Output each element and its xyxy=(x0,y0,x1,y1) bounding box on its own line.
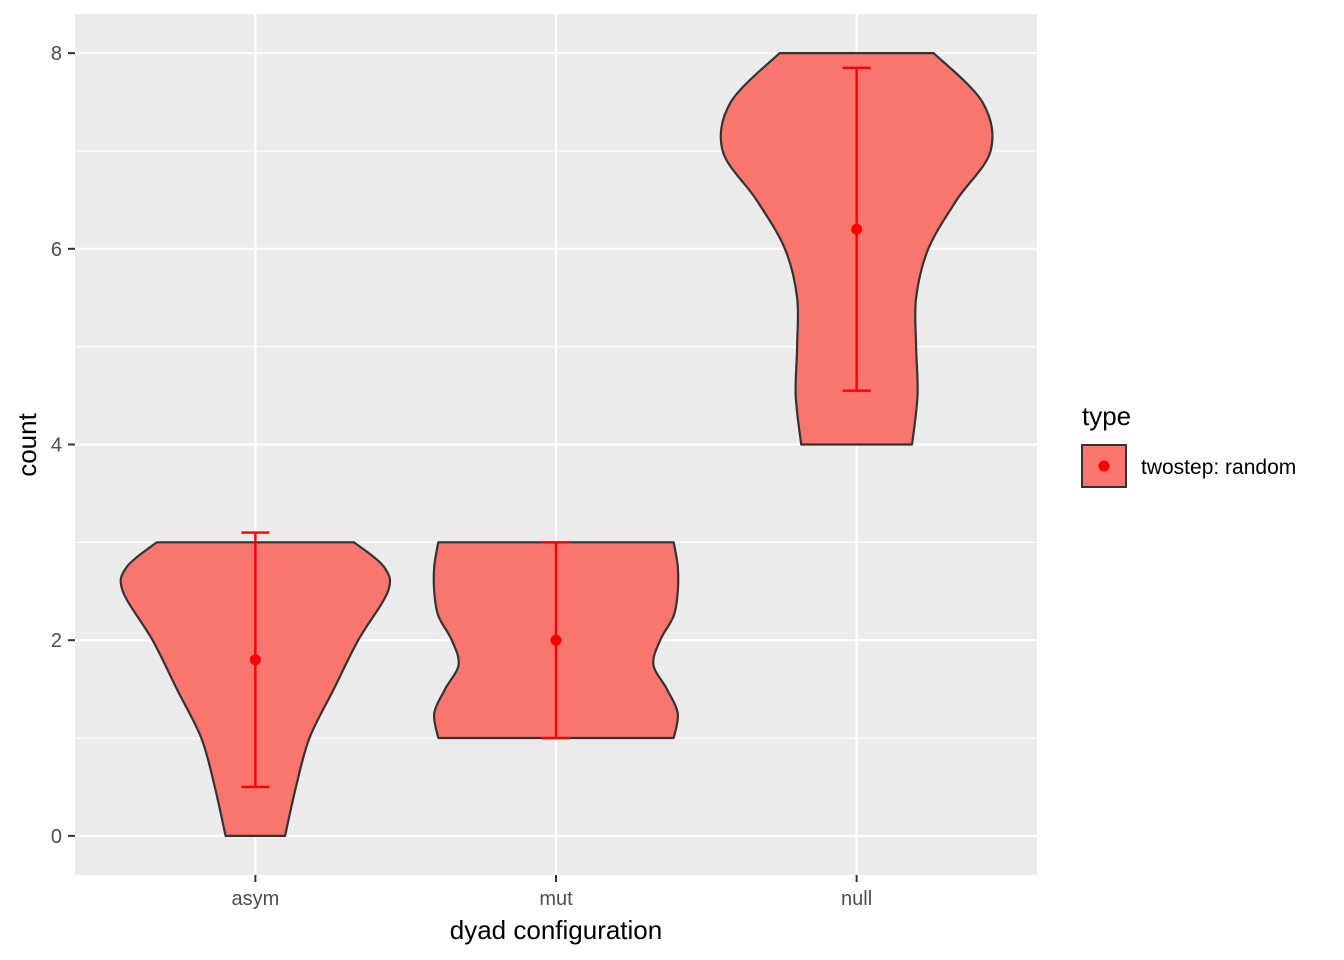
legend-key-point xyxy=(1098,460,1110,472)
y-tick-label: 0 xyxy=(51,826,62,848)
mean-point-mut xyxy=(550,634,562,646)
y-tick-label: 6 xyxy=(51,239,62,261)
x-tick-label: null xyxy=(841,888,872,910)
legend-label: twostep: random xyxy=(1141,456,1296,479)
x-axis: asym mut null xyxy=(231,875,872,910)
y-tick-label: 2 xyxy=(51,630,62,652)
mean-points xyxy=(249,223,863,666)
mean-point-null xyxy=(851,223,863,235)
x-tick-label: mut xyxy=(539,888,573,910)
mean-point-asym xyxy=(249,654,261,666)
y-tick-label: 4 xyxy=(51,435,62,457)
x-axis-title: dyad configuration xyxy=(450,915,662,945)
legend-title: type xyxy=(1082,401,1131,431)
y-tick-label: 8 xyxy=(51,43,62,65)
x-tick-label: asym xyxy=(231,888,279,910)
y-axis: 0 2 4 6 8 xyxy=(51,43,75,848)
legend: type twostep: random xyxy=(1081,401,1296,488)
y-axis-title: count xyxy=(12,412,42,476)
